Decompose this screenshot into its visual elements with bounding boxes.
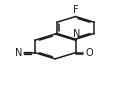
Text: F: F <box>73 5 78 15</box>
Text: O: O <box>86 48 93 58</box>
Text: N: N <box>73 29 80 39</box>
Text: N: N <box>15 48 23 58</box>
